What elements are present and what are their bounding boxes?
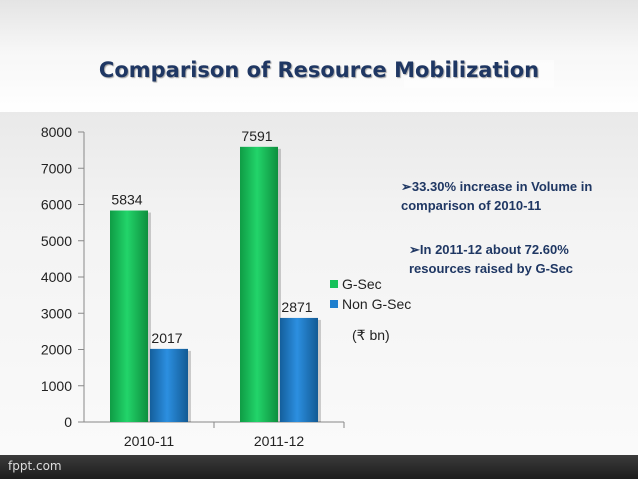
chart-legend: G-Sec Non G-Sec (330, 274, 411, 314)
bullet-text: 33.30% increase in Volume in comparison … (401, 179, 593, 213)
data-label-nongsec: 2871 (281, 299, 312, 315)
y-tick-label: 0 (64, 414, 72, 430)
footer-bar: fppt.com (0, 455, 638, 479)
data-label-gsec: 7591 (241, 128, 272, 144)
y-tick-label: 7000 (41, 160, 72, 176)
data-label-nongsec: 2017 (151, 330, 182, 346)
header-background (0, 0, 638, 115)
legend-item-nongsec: Non G-Sec (330, 294, 411, 314)
y-tick-label: 5000 (41, 233, 72, 249)
y-tick-label: 3000 (41, 305, 72, 321)
unit-label: (₹ bn) (352, 327, 390, 343)
footer-brand: fppt.com (8, 459, 62, 473)
bullet-text: In 2011-12 about 72.60% resources raised… (409, 242, 574, 276)
x-tick-label: 2011-12 (254, 433, 305, 449)
x-tick-label: 2010-11 (124, 433, 175, 449)
bar-nongsec (280, 317, 318, 422)
bar-chart: 0 1000 2000 3000 4000 5000 6000 7000 8000 2010-11… (41, 124, 345, 449)
y-tick-label: 6000 (41, 197, 72, 213)
bar-nongsec (150, 348, 188, 422)
data-label-gsec: 5834 (111, 192, 142, 208)
chart-panel (0, 112, 638, 455)
bar-gsec (110, 210, 148, 422)
slide-title: Comparison of Resource Mobilization (98, 58, 540, 82)
bullet-gsec-share: ➢In 2011-12 about 72.60% resources raise… (409, 240, 609, 278)
legend-label-gsec: G-Sec (342, 276, 382, 292)
legend-swatch-nongsec (330, 300, 338, 308)
title-highlight (404, 60, 554, 88)
bullet-volume-increase: ➢33.30% increase in Volume in comparison… (401, 177, 601, 215)
bar-gsec (240, 146, 278, 423)
legend-swatch-gsec (330, 280, 338, 288)
legend-item-gsec: G-Sec (330, 274, 411, 294)
bullet-marker-icon: ➢ (401, 179, 412, 194)
y-tick-label: 8000 (41, 124, 72, 140)
bullet-marker-icon: ➢ (409, 242, 420, 257)
y-tick-label: 2000 (41, 342, 72, 358)
y-tick-label: 4000 (41, 269, 72, 285)
y-tick-label: 1000 (41, 378, 72, 394)
legend-label-nongsec: Non G-Sec (342, 296, 412, 312)
